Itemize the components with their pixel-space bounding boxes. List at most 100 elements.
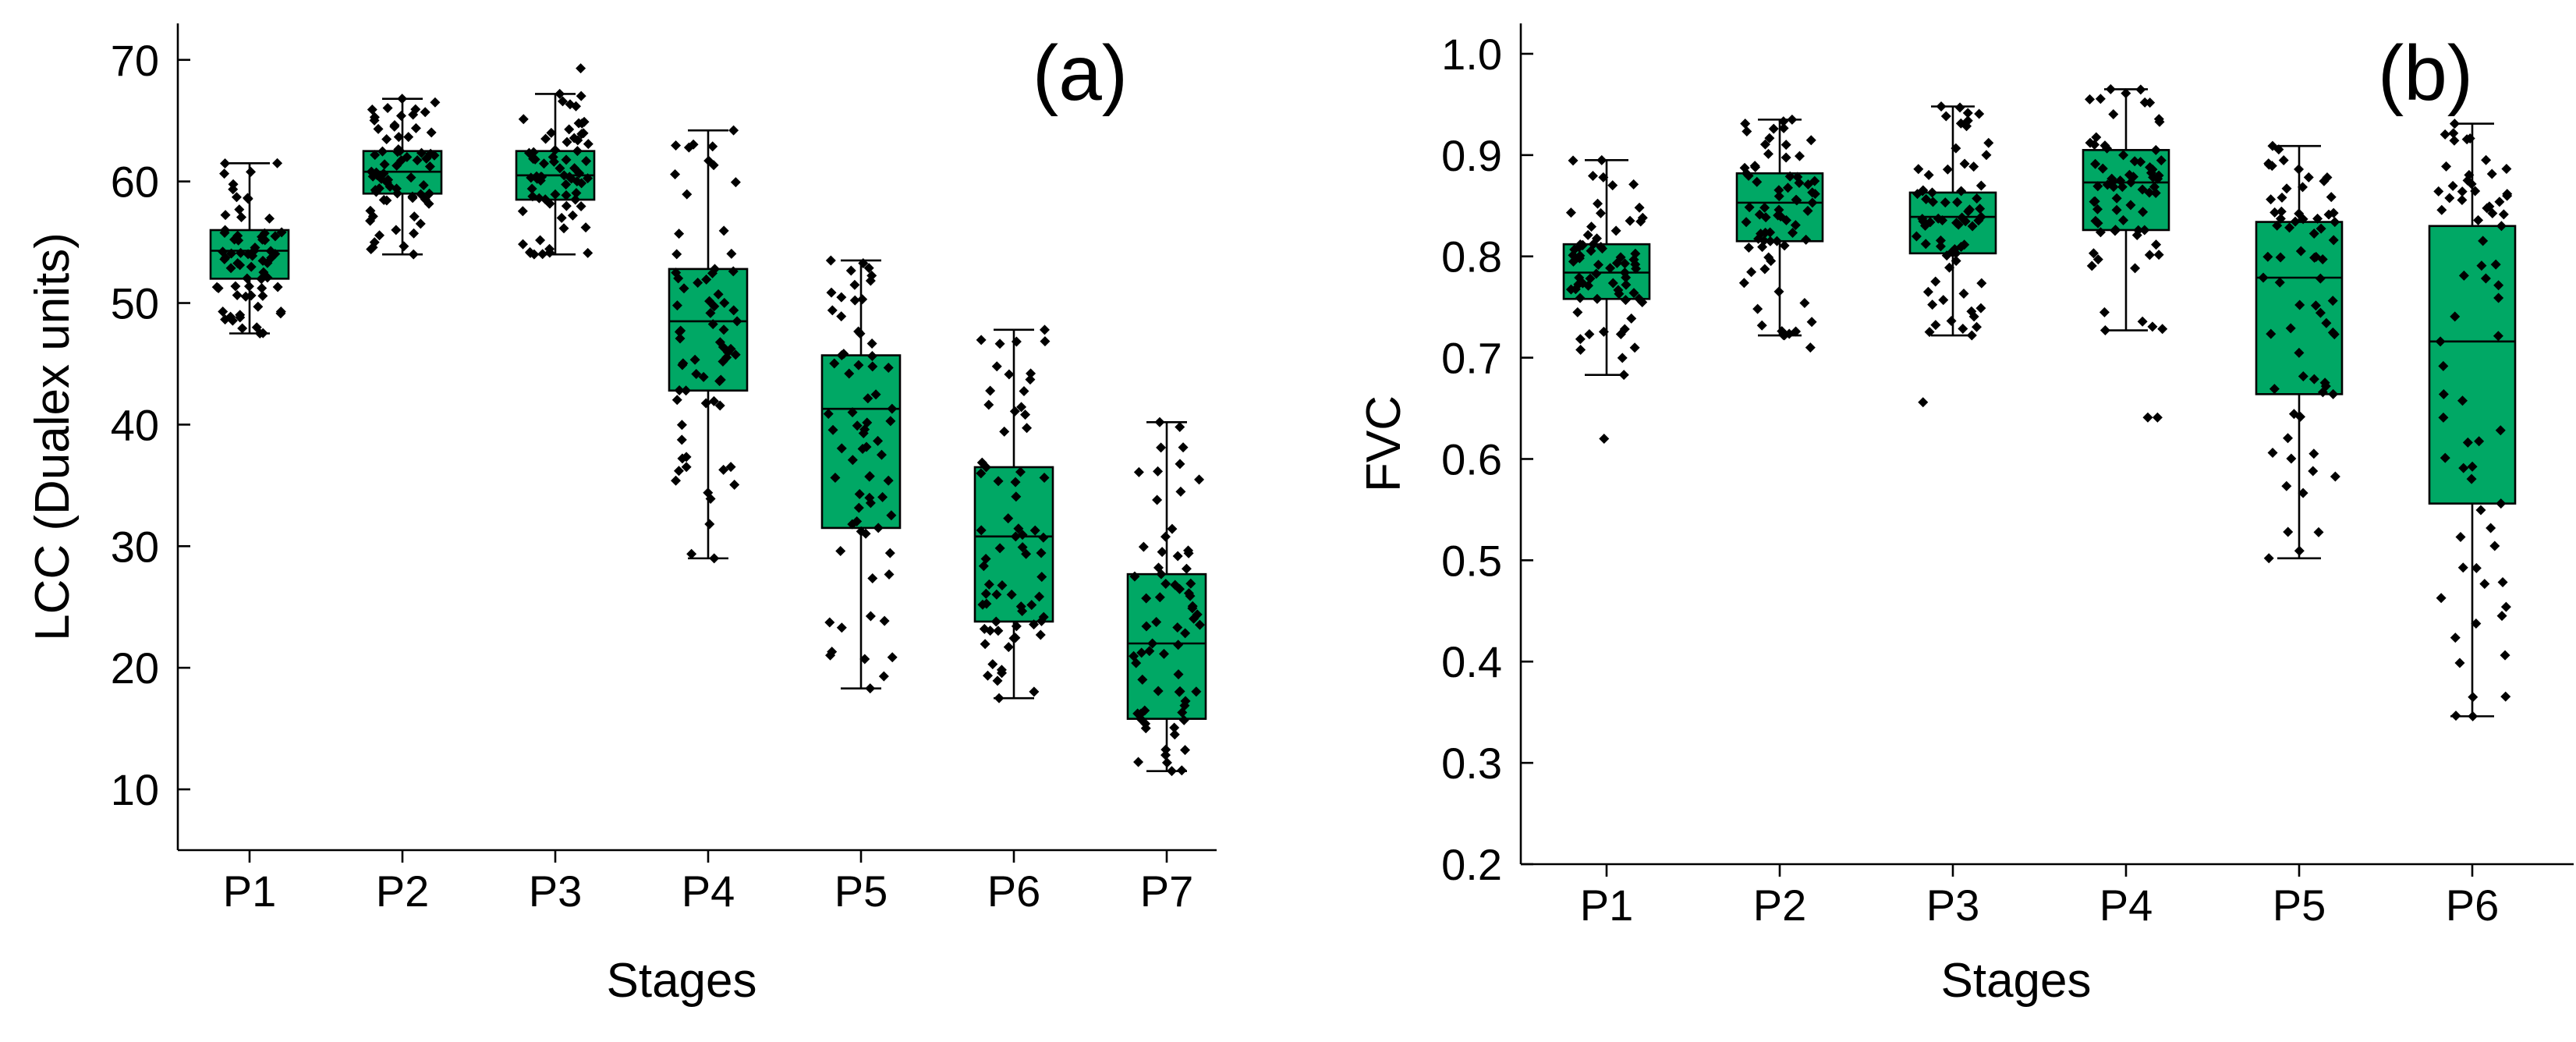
data-point — [2440, 129, 2450, 140]
data-point — [2500, 601, 2511, 612]
data-point — [1175, 583, 1185, 594]
data-point — [258, 267, 269, 278]
data-point — [220, 158, 231, 168]
data-point — [1138, 541, 1149, 552]
data-point — [1781, 214, 1791, 225]
data-point — [242, 273, 253, 284]
data-point — [2129, 156, 2140, 167]
lcc-box-P7 — [1126, 416, 1207, 777]
data-point — [2298, 371, 2308, 382]
data-point — [1011, 621, 1022, 632]
data-point — [1039, 324, 1050, 335]
data-point — [1593, 198, 1603, 209]
data-point — [1133, 757, 1144, 767]
data-point — [855, 328, 866, 339]
data-point — [220, 253, 231, 264]
lcc-box-P3 — [515, 63, 596, 260]
data-point — [1592, 233, 1603, 244]
data-point — [2111, 204, 2122, 215]
data-point — [562, 136, 572, 147]
data-point — [876, 449, 887, 460]
data-point — [1779, 240, 1790, 251]
data-point — [1795, 151, 1805, 161]
data-point — [1178, 714, 1189, 725]
lcc-box-P6 — [973, 324, 1054, 704]
data-point — [578, 128, 589, 139]
data-point — [1153, 466, 1164, 477]
data-point — [1169, 722, 1180, 733]
data-point — [1582, 229, 1593, 240]
data-point — [1958, 324, 1968, 335]
data-point — [990, 616, 1001, 627]
data-point — [544, 243, 555, 254]
data-point — [1975, 303, 1986, 314]
data-point — [1010, 477, 1021, 487]
data-point — [231, 192, 242, 203]
data-point — [2309, 252, 2320, 263]
data-point — [985, 626, 996, 636]
data-point — [561, 179, 572, 190]
data-point — [1029, 619, 1040, 630]
data-point — [705, 307, 716, 318]
data-point — [2450, 711, 2461, 721]
data-point — [863, 393, 873, 404]
data-point — [2321, 317, 2332, 328]
data-point — [1585, 273, 1596, 284]
data-point — [981, 598, 992, 609]
data-point — [2153, 250, 2164, 260]
data-point — [2142, 412, 2153, 423]
data-point — [1628, 288, 1639, 299]
data-point — [1620, 295, 1631, 306]
data-point — [714, 376, 725, 387]
data-point — [1951, 218, 1962, 229]
data-point — [1617, 353, 1628, 363]
data-point — [2286, 453, 2297, 464]
data-point — [2147, 321, 2158, 332]
data-point — [1574, 272, 1585, 283]
data-point — [2467, 461, 2478, 472]
fvc-box-P1 — [1562, 154, 1651, 445]
data-point — [2154, 116, 2165, 127]
data-point — [2458, 270, 2469, 281]
data-point — [2092, 218, 2103, 229]
data-point — [227, 315, 238, 326]
data-point — [2269, 384, 2280, 395]
data-point — [1035, 629, 1046, 640]
data-point — [580, 222, 591, 233]
data-point — [1568, 155, 1579, 166]
data-point — [997, 580, 1008, 591]
data-point — [2457, 186, 2468, 197]
data-point — [365, 205, 376, 216]
data-point — [884, 548, 895, 558]
data-point — [1771, 236, 1782, 246]
data-point — [878, 671, 889, 682]
panel-b-fvc-chart: 0.2 0.3 0.4 0.5 0.6 0.7 0.8 0.9 1.0 P1 P2 P3 P4 P5 P6 S… — [1357, 23, 2574, 1008]
data-point — [992, 675, 1003, 686]
data-point — [2433, 186, 2444, 197]
data-point — [1752, 176, 1763, 187]
data-point — [2089, 196, 2100, 207]
data-point — [1152, 494, 1163, 505]
data-point — [1591, 268, 1602, 279]
data-point — [847, 519, 858, 530]
data-point — [2436, 593, 2447, 604]
data-point — [859, 654, 870, 665]
data-point — [1938, 295, 1949, 306]
data-point — [2493, 331, 2503, 342]
data-point — [2502, 189, 2513, 200]
data-point — [718, 356, 728, 367]
data-point — [2125, 200, 2136, 211]
fvc-box-P5 — [2255, 140, 2344, 564]
data-point — [1194, 474, 1205, 485]
data-point — [1131, 657, 1142, 668]
data-point — [561, 190, 572, 200]
data-point — [1160, 531, 1171, 542]
data-point — [1927, 299, 1938, 310]
data-point — [236, 247, 246, 258]
data-point — [1160, 750, 1171, 760]
data-point — [671, 475, 682, 486]
data-point — [246, 166, 257, 177]
data-point — [993, 626, 1004, 636]
fvc-y-tick-label: 0.3 — [1441, 739, 1502, 788]
